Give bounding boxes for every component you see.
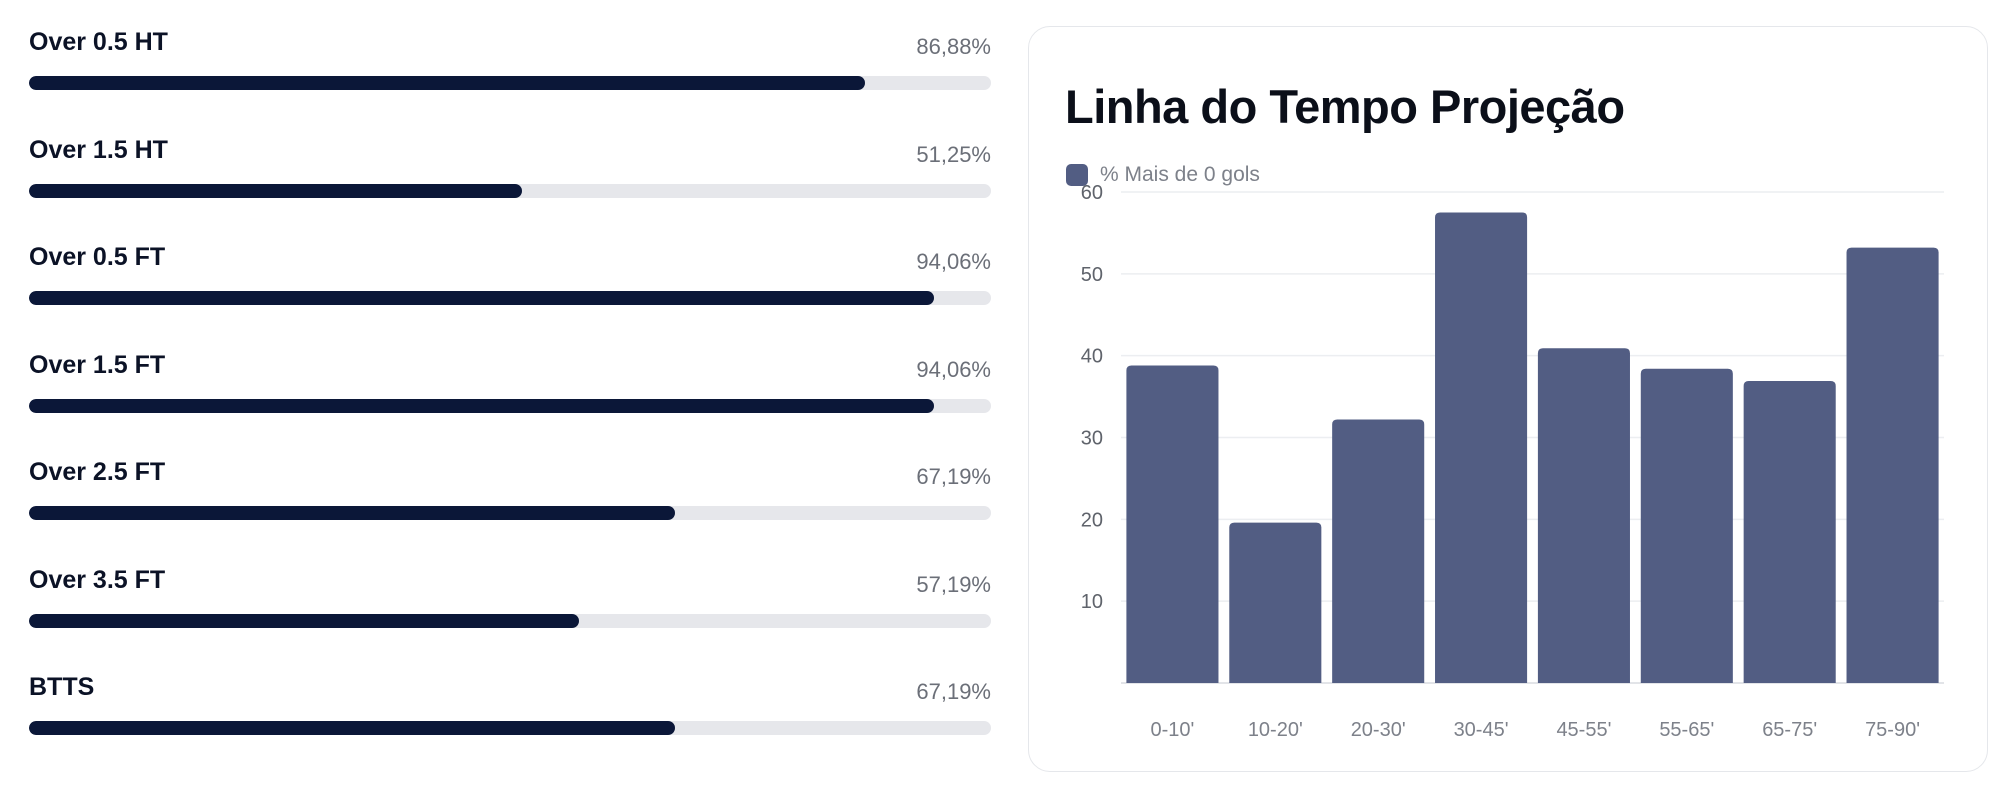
legend-swatch <box>1066 164 1088 186</box>
stat-progress-fill <box>29 613 580 628</box>
x-tick-label: 65-75' <box>1762 719 1817 741</box>
legend-label: % Mais de 0 gols <box>1100 163 1260 186</box>
bar <box>1743 381 1836 683</box>
x-tick-label: 75-90' <box>1865 719 1920 741</box>
stat-row: Over 0.5 FT 94,06% <box>29 237 991 345</box>
bar-chart: 10 20 30 40 50 60 0-10' 10-20' 20-30' 30-45' 45-55… <box>1081 182 1944 741</box>
bar <box>1537 348 1630 683</box>
timeline-chart-card: Linha do Tempo Projeção % Mais de 0 gols… <box>1028 26 1988 772</box>
stat-progress-fill <box>29 506 676 520</box>
stat-progress-track <box>29 183 991 198</box>
chart-legend[interactable]: % Mais de 0 gols <box>1066 163 1260 187</box>
stat-label: Over 1.5 FT <box>29 350 166 379</box>
stat-label: Over 0.5 HT <box>29 28 168 56</box>
stat-row: Over 1.5 HT 51,25% <box>29 130 991 238</box>
bar <box>1640 368 1733 683</box>
stat-progress-track <box>29 721 991 735</box>
stat-value: 51,25% <box>916 141 991 167</box>
y-tick-label: 40 <box>1081 346 1103 368</box>
x-tick-label: 20-30' <box>1351 719 1406 741</box>
y-tick-label: 30 <box>1081 428 1103 450</box>
y-tick-label: 60 <box>1081 182 1103 204</box>
x-tick-label: 30-45' <box>1454 719 1509 741</box>
stat-progress-track <box>29 613 991 628</box>
stat-label: Over 0.5 FT <box>29 243 166 271</box>
stat-value: 67,19% <box>916 679 991 704</box>
stat-progress-fill <box>29 183 523 198</box>
bar <box>1229 522 1322 683</box>
stat-label: Over 2.5 FT <box>29 458 166 486</box>
stat-progress-track <box>29 291 991 305</box>
stat-progress-fill <box>29 398 934 413</box>
bar <box>1126 365 1219 683</box>
x-tick-label: 45-55' <box>1556 719 1611 741</box>
stat-progress-fill <box>29 76 865 90</box>
y-tick-label: 20 <box>1081 509 1103 531</box>
stat-label: BTTS <box>29 673 95 701</box>
y-tick-label: 50 <box>1081 264 1103 286</box>
stat-progress-fill <box>29 721 676 735</box>
x-tick-label: 10-20' <box>1248 719 1303 741</box>
stat-progress-fill <box>29 291 934 305</box>
stat-value: 94,06% <box>916 356 991 382</box>
stat-row: Over 0.5 HT 86,88% <box>29 22 991 130</box>
bar <box>1846 247 1939 683</box>
stat-value: 86,88% <box>916 34 991 59</box>
chart-title: Linha do Tempo Projeção <box>1065 80 1625 133</box>
y-tick-label: 10 <box>1081 591 1103 613</box>
stat-progress-track <box>29 506 991 520</box>
stat-row: Over 3.5 FT 57,19% <box>29 560 991 668</box>
stat-value: 57,19% <box>916 571 991 597</box>
stat-value: 67,19% <box>916 464 991 489</box>
bar <box>1332 419 1425 683</box>
stat-row: BTTS 67,19% <box>29 667 991 775</box>
x-tick-label: 55-65' <box>1659 719 1714 741</box>
stat-progress-track <box>29 76 991 90</box>
stat-value: 94,06% <box>916 249 991 274</box>
x-tick-label: 0-10' <box>1151 719 1195 741</box>
stat-row: Over 2.5 FT 67,19% <box>29 452 991 560</box>
market-stats-list: Over 0.5 HT 86,88% Over 1.5 HT 51,25% Over 0… <box>29 22 991 775</box>
stat-label: Over 3.5 FT <box>29 565 166 594</box>
stat-row: Over 1.5 FT 94,06% <box>29 345 991 453</box>
stat-progress-track <box>29 398 991 413</box>
bar <box>1435 212 1528 684</box>
stat-label: Over 1.5 HT <box>29 135 168 164</box>
